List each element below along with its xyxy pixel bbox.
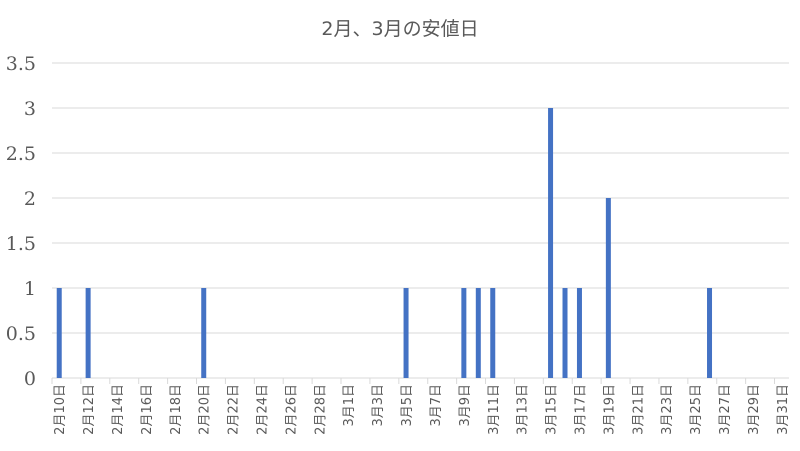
bar [201, 288, 207, 378]
x-tick-label: 3月11日 [487, 384, 502, 435]
x-tick-label: 3月29日 [747, 384, 762, 435]
x-tick-label: 3月7日 [429, 384, 444, 427]
bar [56, 288, 62, 378]
x-tick-label: 2月12日 [82, 384, 97, 435]
x-tick-label: 2月20日 [198, 384, 213, 435]
bar [548, 108, 554, 378]
y-tick-label: 3.5 [6, 53, 36, 75]
x-tick-label: 3月23日 [660, 384, 675, 435]
x-tick-label: 3月31日 [776, 384, 791, 435]
bar [576, 288, 582, 378]
x-tick-label: 2月18日 [169, 384, 184, 435]
x-tick-label: 3月15日 [545, 384, 560, 435]
x-tick-label: 3月3日 [371, 384, 386, 427]
bar [461, 288, 467, 378]
x-tick-label: 3月1日 [342, 384, 357, 427]
y-tick-label: 0.5 [6, 323, 36, 345]
x-tick-label: 2月24日 [256, 384, 271, 435]
y-tick-label: 2.5 [6, 143, 36, 165]
x-tick-label: 3月19日 [602, 384, 617, 435]
bar [562, 288, 568, 378]
y-tick-label: 1.5 [6, 233, 36, 255]
y-tick-label: 1 [24, 278, 36, 300]
chart-title: 2月、3月の安値日 [321, 18, 479, 40]
bar [707, 288, 713, 378]
x-tick-label: 3月27日 [718, 384, 733, 435]
x-tick-label: 3月17日 [573, 384, 588, 435]
x-tick-label: 3月25日 [689, 384, 704, 435]
x-tick-label: 3月9日 [458, 384, 473, 427]
x-tick-label: 2月28日 [313, 384, 328, 435]
y-tick-label: 2 [24, 188, 36, 210]
x-tick-label: 2月10日 [53, 384, 68, 435]
x-tick-label: 2月26日 [284, 384, 299, 435]
x-tick-label: 2月22日 [227, 384, 242, 435]
x-tick-label: 2月14日 [111, 384, 126, 435]
y-tick-label: 3 [24, 98, 36, 120]
x-tick-label: 3月5日 [400, 384, 415, 427]
x-tick-label: 2月16日 [140, 384, 155, 435]
bar [403, 288, 409, 378]
x-tick-label: 3月13日 [516, 384, 531, 435]
bar [475, 288, 481, 378]
bar [85, 288, 91, 378]
y-tick-label: 0 [24, 368, 36, 390]
x-tick-label: 3月21日 [631, 384, 646, 435]
bar [490, 288, 496, 378]
bar [605, 198, 611, 378]
